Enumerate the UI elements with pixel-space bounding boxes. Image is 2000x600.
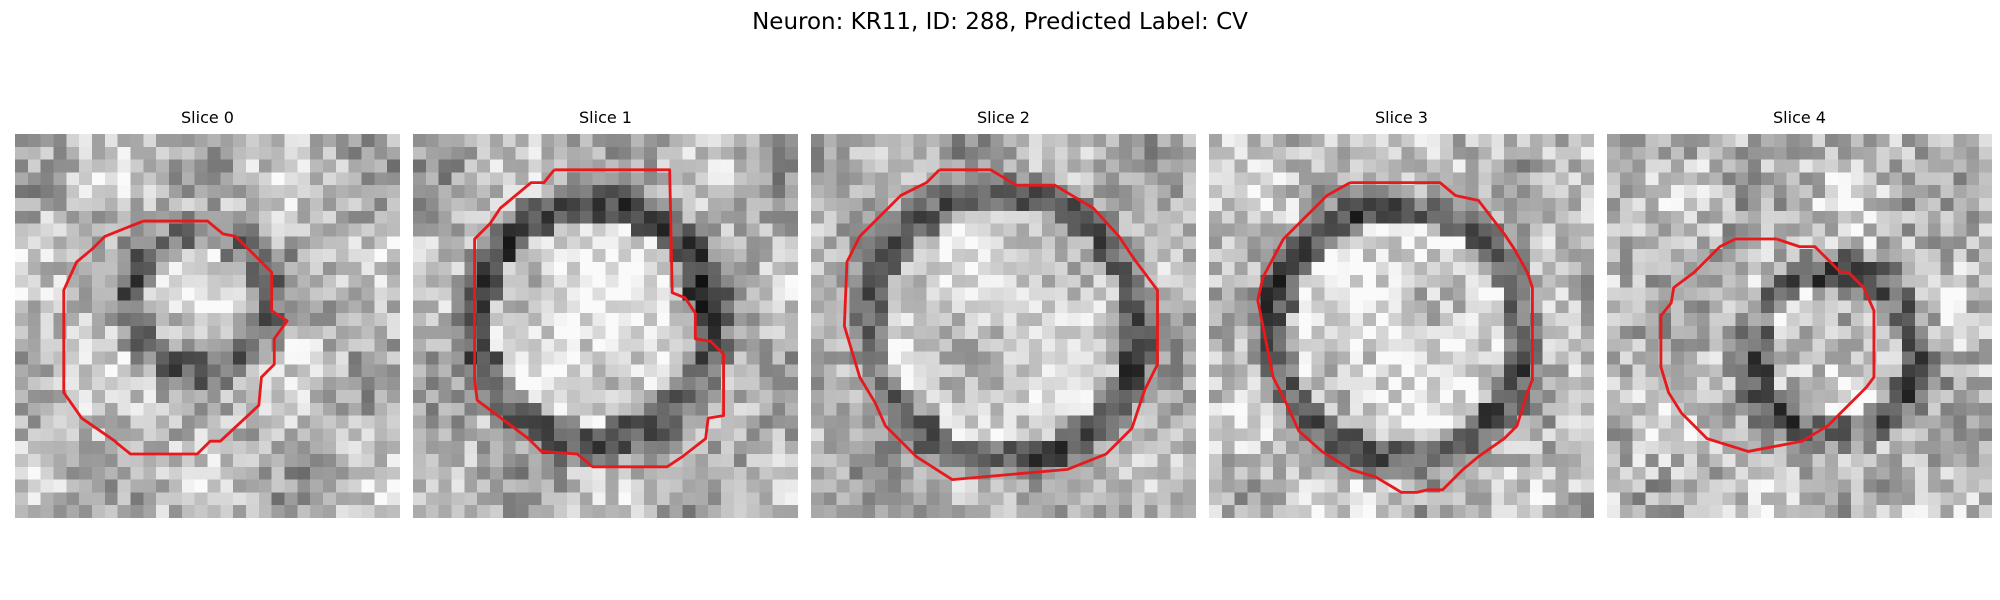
slice-0-image: [15, 134, 400, 518]
slice-1-panel: Slice 1: [413, 108, 798, 518]
figure-title: Neuron: KR11, ID: 288, Predicted Label: …: [752, 9, 1248, 35]
slice-2-panel: Slice 2: [811, 108, 1196, 518]
roi-outline: [842, 168, 1159, 482]
slice-4-image: [1607, 134, 1992, 518]
slice-4-panel: Slice 4: [1607, 108, 1992, 518]
slice-1-title: Slice 1: [579, 108, 632, 127]
slice-3-title: Slice 3: [1375, 108, 1428, 127]
slice-0-panel: Slice 0: [15, 108, 400, 518]
roi-outline: [1256, 181, 1534, 494]
slice-3-panel: Slice 3: [1209, 108, 1594, 518]
slice-4-title: Slice 4: [1773, 108, 1826, 127]
slice-0-title: Slice 0: [181, 108, 234, 127]
slice-3-image: [1209, 134, 1594, 518]
slice-2-title: Slice 2: [977, 108, 1030, 127]
slice-1-image: [413, 134, 798, 518]
slice-2-image: [811, 134, 1196, 518]
roi-outline: [62, 219, 289, 456]
roi-outline: [473, 168, 725, 469]
roi-outline: [1659, 237, 1876, 453]
